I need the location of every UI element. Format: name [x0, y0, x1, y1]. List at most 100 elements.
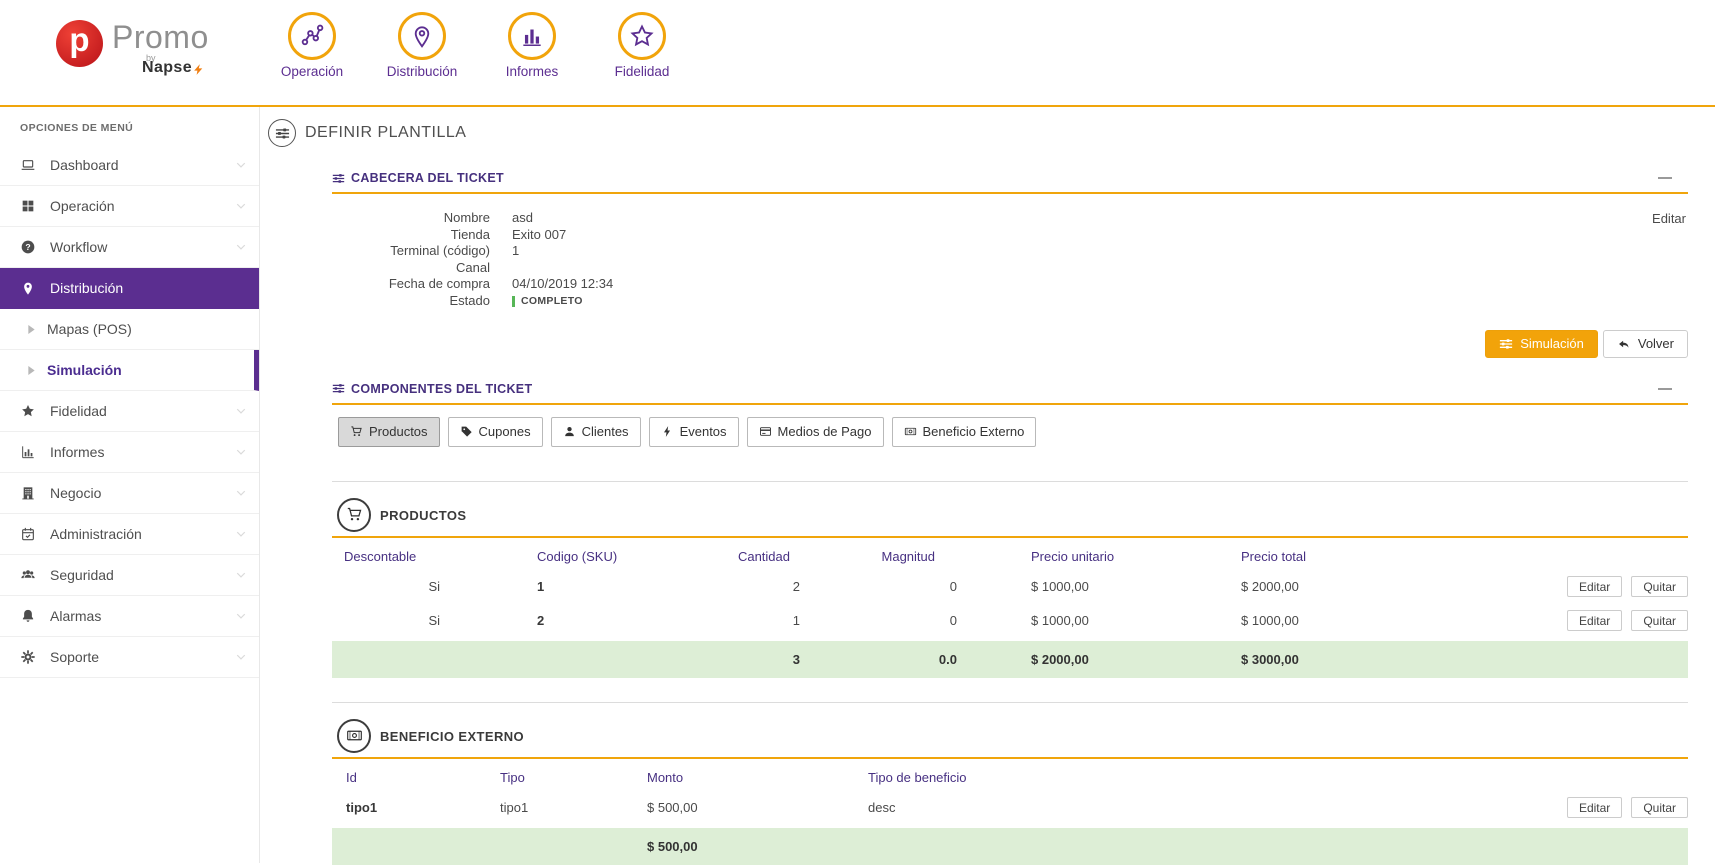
edit-button[interactable]: Editar: [1566, 576, 1623, 598]
componentes-panel: COMPONENTES DEL TICKET Productos Cupones C…: [332, 382, 1688, 447]
field-row: Terminal (código) 1: [332, 243, 1688, 260]
sidebar-item-label: Workflow: [50, 239, 108, 255]
sidebar-item-label: Negocio: [50, 485, 102, 501]
sidebar-item-label: Dashboard: [50, 157, 119, 173]
column-header-tipo-de-beneficio: Tipo de beneficio: [868, 770, 967, 786]
cell-precio_unitario: $ 1000,00: [1031, 579, 1089, 595]
sidebar-item-soporte[interactable]: Soporte: [0, 637, 259, 678]
grid-icon: [20, 198, 37, 215]
total-monto: $ 500,00: [647, 838, 698, 854]
sidebar-item-label: Administración: [50, 526, 142, 542]
remove-button[interactable]: Quitar: [1631, 576, 1688, 598]
tab-label: Medios de Pago: [777, 424, 872, 440]
top-header: p Promo by Napse Operación Distribución In…: [0, 0, 1715, 107]
sliders-icon: [332, 382, 345, 395]
column-header-cantidad: Cantidad: [737, 549, 790, 565]
brand-name: Promo: [112, 19, 209, 55]
sidebar-item-label: Operación: [50, 198, 115, 214]
sidebar-item-mapas-pos[interactable]: Mapas (POS): [0, 309, 259, 350]
sidebar-item-fidelidad[interactable]: Fidelidad: [0, 391, 259, 432]
chevron-down-icon: [235, 651, 247, 663]
sidebar-item-simulacion[interactable]: Simulación: [0, 350, 259, 391]
page-title: DEFINIR PLANTILLA: [305, 124, 467, 141]
top-nav-item-fidelidad[interactable]: Fidelidad: [602, 12, 682, 79]
total-precio_unitario: $ 2000,00: [1031, 651, 1089, 667]
productos-table: Descontable Codigo (SKU) Cantidad Magnitud P…: [332, 544, 1688, 678]
chevron-down-icon: [235, 241, 247, 253]
collapse-icon[interactable]: [1658, 387, 1672, 390]
column-header-tipo: Tipo: [500, 770, 525, 786]
productos-section-head: PRODUCTOS: [332, 497, 1688, 538]
divider: [332, 701, 1688, 703]
row-actions: Editar Quitar: [1491, 610, 1688, 632]
field-label: Canal: [456, 259, 490, 275]
beneficio-header-row: Id Tipo Monto Tipo de beneficio: [332, 765, 1688, 791]
sidebar-item-administracion[interactable]: Administración: [0, 514, 259, 555]
top-nav-item-operacion[interactable]: Operación: [272, 12, 352, 79]
cell-tipo: tipo1: [500, 800, 529, 816]
tab-medios-de-pago[interactable]: Medios de Pago: [746, 416, 884, 447]
sidebar-item-operacion[interactable]: Operación: [0, 186, 259, 227]
total-magnitud: 0.0: [938, 651, 957, 667]
tab-label: Cupones: [478, 424, 531, 440]
chevron-down-icon: [235, 446, 247, 458]
top-nav-item-informes[interactable]: Informes: [492, 12, 572, 79]
volver-button[interactable]: Volver: [1602, 329, 1688, 358]
beneficio-title: BENEFICIO EXTERNO: [380, 729, 525, 745]
tab-clientes[interactable]: Clientes: [550, 416, 641, 447]
remove-button[interactable]: Quitar: [1631, 797, 1688, 819]
svg-text:?: ?: [25, 242, 30, 252]
sidebar-item-label: Informes: [50, 444, 105, 460]
field-row: Fecha de compra 04/10/2019 12:34: [332, 276, 1688, 293]
tab-cupones[interactable]: Cupones: [447, 416, 543, 447]
collapse-icon[interactable]: [1658, 177, 1672, 179]
field-row: Canal: [332, 260, 1688, 277]
promo-logo[interactable]: p Promo by Napse: [56, 20, 209, 76]
beneficio-table: Id Tipo Monto Tipo de beneficio tipo1 tipo1 $ …: [332, 765, 1688, 865]
cell-cantidad: 1: [792, 613, 800, 629]
sidebar-item-informes[interactable]: Informes: [0, 432, 259, 473]
sliders-icon: [1499, 337, 1513, 351]
sidebar-item-dashboard[interactable]: Dashboard: [0, 145, 259, 186]
sidebar: OPCIONES DE MENÚ Dashboard Operación? Work…: [0, 107, 260, 863]
sidebar-item-workflow[interactable]: ? Workflow: [0, 227, 259, 268]
tab-productos[interactable]: Productos: [338, 416, 440, 447]
top-nav: Operación Distribución Informes Fidelidad: [272, 12, 682, 79]
top-nav-item-distribucion[interactable]: Distribución: [382, 12, 462, 79]
status-badge: COMPLETO: [512, 293, 583, 310]
edit-button[interactable]: Editar: [1566, 797, 1623, 819]
users-icon: [20, 567, 37, 584]
cabecera-fields: Nombre asd Tienda Exito 007 Terminal (código…: [332, 210, 1688, 310]
promo-logo-icon: p: [56, 20, 103, 67]
status-bar: [512, 295, 515, 307]
sidebar-item-alarmas[interactable]: Alarmas: [0, 596, 259, 637]
total-precio_total: $ 3000,00: [1241, 651, 1299, 667]
map-pin-icon: [20, 280, 37, 297]
row-actions: Editar Quitar: [1491, 576, 1688, 598]
simulacion-button[interactable]: Simulación: [1485, 329, 1598, 358]
chevron-down-icon: [235, 610, 247, 622]
tab-label: Productos: [369, 424, 428, 440]
edit-button[interactable]: Editar: [1566, 610, 1623, 632]
beneficio-panel: BENEFICIO EXTERNO Id Tipo Monto Tipo de ben…: [332, 718, 1688, 865]
sliders-circle-icon: [268, 119, 296, 147]
cell-magnitud: 0: [949, 579, 957, 595]
cell-monto: $ 500,00: [647, 800, 698, 816]
remove-button[interactable]: Quitar: [1631, 610, 1688, 632]
cell-cantidad: 2: [792, 579, 800, 595]
sidebar-item-negocio[interactable]: Negocio: [0, 473, 259, 514]
tab-beneficio-externo[interactable]: Beneficio Externo: [891, 416, 1037, 447]
sidebar-item-seguridad[interactable]: Seguridad: [0, 555, 259, 596]
cabecera-title: CABECERA DEL TICKET: [351, 171, 504, 185]
sidebar-item-label: Mapas (POS): [47, 321, 132, 337]
sidebar-item-distribucion[interactable]: Distribución: [0, 268, 259, 309]
beneficio-section-head: BENEFICIO EXTERNO: [332, 718, 1688, 759]
sidebar-item-label: Distribución: [50, 280, 124, 296]
user-icon: [563, 425, 576, 438]
beneficio-body: tipo1 tipo1 $ 500,00 desc Editar Quitar: [332, 791, 1688, 825]
top-nav-label: Distribución: [386, 64, 458, 79]
tab-eventos[interactable]: Eventos: [648, 416, 739, 447]
cabecera-edit-link[interactable]: Editar: [1652, 211, 1686, 226]
table-row: tipo1 tipo1 $ 500,00 desc Editar Quitar: [332, 791, 1688, 825]
bell-icon: [20, 608, 37, 625]
